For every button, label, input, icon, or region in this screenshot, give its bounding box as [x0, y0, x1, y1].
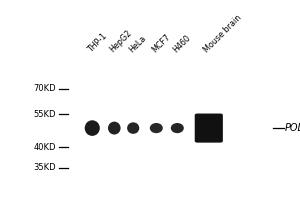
- Text: POLD3: POLD3: [284, 123, 300, 133]
- Ellipse shape: [108, 122, 121, 135]
- Text: H460: H460: [171, 33, 192, 54]
- Ellipse shape: [171, 123, 184, 133]
- Text: 55KD: 55KD: [34, 110, 56, 119]
- Text: MCF7: MCF7: [150, 32, 172, 54]
- Ellipse shape: [130, 125, 137, 131]
- Text: 40KD: 40KD: [34, 143, 56, 152]
- Text: THP-1: THP-1: [86, 31, 109, 54]
- Ellipse shape: [110, 125, 118, 131]
- Text: HeLa: HeLa: [127, 33, 148, 54]
- Text: 35KD: 35KD: [34, 163, 56, 172]
- Ellipse shape: [85, 120, 100, 136]
- FancyBboxPatch shape: [195, 114, 223, 143]
- Ellipse shape: [152, 126, 160, 131]
- Text: HepG2: HepG2: [108, 28, 134, 54]
- Ellipse shape: [88, 124, 97, 132]
- Ellipse shape: [150, 123, 163, 133]
- Ellipse shape: [127, 122, 139, 134]
- Text: Mouse brain: Mouse brain: [202, 13, 244, 54]
- Text: 70KD: 70KD: [34, 84, 56, 93]
- Ellipse shape: [173, 126, 181, 131]
